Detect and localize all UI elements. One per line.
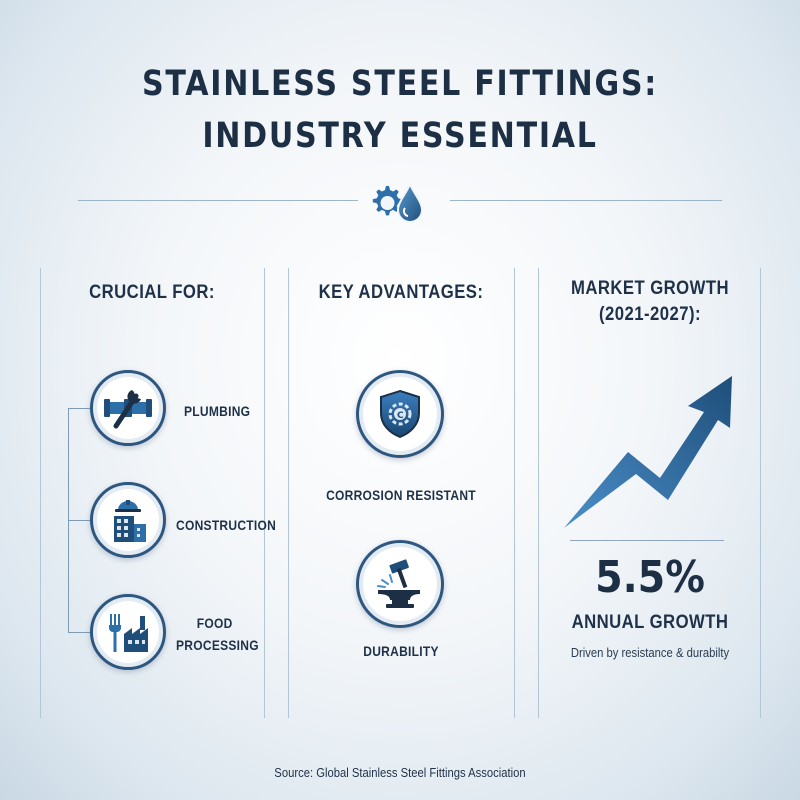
column-divider <box>288 268 289 718</box>
food-processing-icon-circle <box>90 594 166 670</box>
market-heading: MARKET GROWTH (2021-2027): <box>560 276 740 328</box>
bracket-tick <box>68 632 90 633</box>
food-processing-label-line-2: PROCESSING <box>176 637 259 653</box>
advantage-corrosion-resistant: CORROSION RESISTANT <box>326 487 476 503</box>
svg-text:C: C <box>397 411 404 421</box>
column-divider <box>264 268 265 718</box>
title-line-2: INDUSTRY ESSENTIAL <box>202 116 598 156</box>
page-title: STAINLESS STEEL FITTINGS: INDUSTRY ESSEN… <box>56 58 744 162</box>
upward-trend-arrow-icon <box>564 376 732 528</box>
advantage-durability: DURABILITY <box>363 643 439 659</box>
market-heading-line-1: MARKET GROWTH <box>570 278 730 299</box>
title-line-1: STAINLESS STEEL FITTINGS: <box>141 64 659 104</box>
crucial-item-construction: CONSTRUCTION <box>176 517 277 533</box>
hammer-anvil-icon <box>377 559 420 608</box>
crucial-item-food-processing: FOOD PROCESSING <box>176 612 259 656</box>
corrosion-icon-circle: C <box>356 370 444 458</box>
bracket-tick <box>68 520 90 521</box>
building-worker-icon <box>114 500 146 542</box>
source-citation: Source: Global Stainless Steel Fittings … <box>274 766 526 780</box>
market-divider <box>570 540 724 541</box>
growth-label: ANNUAL GROWTH <box>571 612 729 633</box>
title-divider-left <box>78 200 358 201</box>
column-divider <box>538 268 539 718</box>
title-divider-right <box>450 200 722 201</box>
fork-factory-icon <box>109 614 148 652</box>
crucial-item-plumbing: PLUMBING <box>184 403 251 419</box>
food-processing-label-line-1: FOOD <box>196 615 233 631</box>
column-divider <box>40 268 41 718</box>
shield-gear-icon: C <box>380 389 420 439</box>
advantages-heading: KEY ADVANTAGES: <box>318 282 484 303</box>
gear-droplet-icon <box>372 181 424 223</box>
durability-icon-circle <box>356 540 444 628</box>
growth-value: 5.5% <box>595 552 705 603</box>
crucial-heading: CRUCIAL FOR: <box>89 282 215 303</box>
construction-icon-circle <box>90 482 166 558</box>
pipe-wrench-icon <box>104 390 152 429</box>
plumbing-icon-circle <box>90 370 166 446</box>
market-heading-line-2: (2021-2027): <box>599 304 701 325</box>
column-divider <box>760 268 761 718</box>
column-divider <box>514 268 515 718</box>
growth-note: Driven by resistance & durabilty <box>570 646 730 660</box>
bracket-tick <box>68 408 90 409</box>
